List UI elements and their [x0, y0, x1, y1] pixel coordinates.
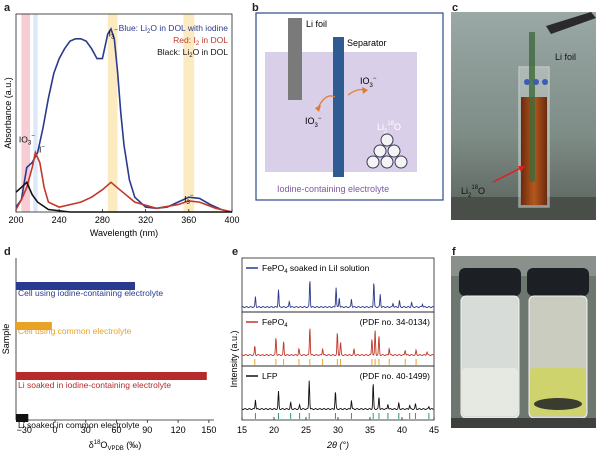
- subpanel-title-1: FePO4: [262, 317, 288, 329]
- photo-particle-label: Li218O: [461, 185, 485, 199]
- x-tick-label-d-3: 60: [112, 425, 122, 435]
- cell-photo: Li foil Li218O: [451, 12, 596, 220]
- panel-label-a: a: [4, 2, 11, 14]
- x-tick-label-d-6: 150: [201, 425, 216, 435]
- peak-annotation-2: I3−: [109, 27, 119, 40]
- particle-label: Li218O: [377, 121, 401, 135]
- bar-2: [16, 372, 207, 380]
- xrd-trace-0: [242, 281, 434, 308]
- bar-label-3: Li soaked in common electrolyte: [18, 420, 140, 430]
- panel-label-c: c: [452, 2, 459, 14]
- panel-label-d: d: [4, 246, 11, 258]
- peak-annotation-1: I−: [39, 145, 45, 155]
- bar-label-1: Cell using common electrolyte: [18, 326, 132, 336]
- subpanel-title-2: LFP: [262, 371, 278, 381]
- uv-vis-absorbance-chart: 200 240 280 320 360 400 Wavelength (nm) Absorba…: [3, 13, 240, 238]
- bar-1: [16, 322, 52, 330]
- x-tick-label-a-4: 360: [181, 215, 196, 225]
- legend-entry-0: Blue: Li2O in DOL with iodine: [119, 23, 229, 35]
- ion-label-left: IO3−: [305, 116, 322, 129]
- highlight-band-3: [183, 14, 195, 212]
- peak-annotation-3: I3−: [184, 193, 194, 206]
- series-line-2: [15, 180, 232, 213]
- x-axis-label-d: δ18OVPDB (‰): [89, 440, 142, 452]
- series-line-1: [15, 150, 233, 213]
- separator-bar: [333, 37, 344, 177]
- legend-entry-1: Red: I2 in DOL: [173, 35, 228, 47]
- x-axis-label-e: 2θ (°): [326, 440, 349, 450]
- x-tick-label-e-4: 35: [365, 425, 375, 435]
- arrow-head-left: [315, 105, 321, 112]
- series-line-0: [15, 27, 233, 213]
- bar-0: [16, 282, 136, 290]
- x-tick-label-d-4: 90: [142, 425, 152, 435]
- arrow-head-right: [362, 87, 368, 94]
- electrolyte-label: Iodine-containing electrolyte: [277, 184, 389, 194]
- x-tick-label-d-0: −30: [17, 425, 32, 435]
- subpanel-title-0: FePO4 soaked in LiI solution: [262, 263, 370, 275]
- li-foil-label: Li foil: [306, 19, 327, 29]
- y-axis-label-a: Absorbance (a.u.): [3, 77, 13, 149]
- x-tick-label-e-3: 30: [333, 425, 343, 435]
- x-tick-label-a-2: 280: [95, 215, 110, 225]
- x-tick-label-d-5: 120: [171, 425, 186, 435]
- xrd-trace-1: [241, 328, 434, 357]
- d18o-bar-chart: −30 0 30 60 90 120 150 δ18OVPDB (‰) Sample Cell u…: [1, 258, 216, 452]
- y-axis-label-d: Sample: [1, 324, 11, 355]
- x-tick-label-e-0: 15: [237, 425, 247, 435]
- separator-label: Separator: [347, 38, 387, 48]
- li-foil-electrode: [288, 18, 302, 100]
- x-tick-label-d-2: 30: [81, 425, 91, 435]
- x-tick-label-d-1: 0: [52, 425, 57, 435]
- bar-label-2: Li soaked in iodine-containing electroly…: [18, 380, 171, 390]
- highlight-band-0: [21, 14, 31, 212]
- xrd-trace-2: [241, 380, 434, 410]
- x-tick-label-a-5: 400: [224, 215, 239, 225]
- panel-label-e: e: [232, 246, 239, 258]
- x-tick-label-e-6: 45: [429, 425, 439, 435]
- x-axis-label-a: Wavelength (nm): [90, 228, 158, 238]
- bar-label-0: Cell using iodine-containing electrolyte: [18, 288, 163, 298]
- subpanel-ref-1: (PDF no. 34-0134): [360, 317, 431, 327]
- ion-label-right: IO3−: [360, 76, 377, 89]
- x-tick-label-a-0: 200: [8, 215, 23, 225]
- particle-pyramid: [366, 133, 408, 169]
- x-tick-label-a-1: 240: [52, 215, 67, 225]
- x-tick-label-a-3: 320: [138, 215, 153, 225]
- x-tick-label-e-5: 40: [397, 425, 407, 435]
- highlight-band-2: [107, 14, 118, 212]
- legend-entry-2: Black: Li2O in DOL: [157, 47, 228, 59]
- highlight-band-1: [33, 14, 38, 212]
- x-tick-label-e-1: 20: [269, 425, 279, 435]
- bar-3: [16, 414, 29, 422]
- photo-li-foil-label: Li foil: [555, 52, 576, 62]
- vials-photo: [451, 256, 596, 428]
- y-axis-label-e: Intensity (a.u.): [229, 330, 239, 387]
- x-tick-label-e-2: 25: [301, 425, 311, 435]
- subpanel-ref-2: (PDF no. 40-1499): [360, 371, 431, 381]
- cell-diagram: Li foil Separator IO3− IO3− Li218O Iodin…: [255, 12, 444, 201]
- xrd-pattern-chart: FePO4 soaked in LiI solution FePO4 (PDF no…: [229, 257, 439, 450]
- panel-label-f: f: [452, 246, 456, 258]
- peak-annotation-0: IO3−: [19, 134, 35, 147]
- panel-label-b: b: [252, 2, 259, 14]
